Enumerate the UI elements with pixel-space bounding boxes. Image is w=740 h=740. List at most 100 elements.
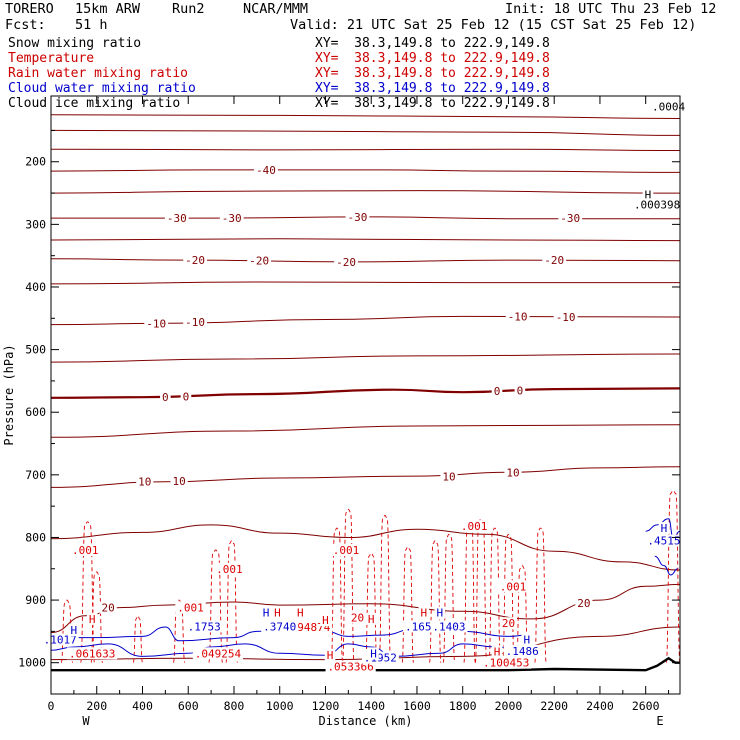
rain-label-bg xyxy=(348,611,367,624)
rain-label-bg xyxy=(497,580,529,593)
cloud-water-label-bg xyxy=(521,633,533,646)
temperature-label: -30 xyxy=(348,211,368,224)
temperature-label-bg xyxy=(99,601,117,614)
isotherm-line xyxy=(50,148,681,151)
legend-cloud-ice: Cloud ice mixing ratio xyxy=(8,96,181,111)
rain-label: H xyxy=(327,649,334,662)
isotherm-line xyxy=(50,129,681,136)
y-tick-label: 900 xyxy=(25,593,46,607)
rain-contour xyxy=(208,549,223,664)
x-tick-label: 800 xyxy=(224,699,245,713)
temperature-label: 20 xyxy=(577,597,590,610)
temperature-label-bg xyxy=(180,390,192,403)
isotherm-line xyxy=(50,114,681,119)
legend-rain-xy: XY= 38.3,149.8 to 222.9,149.8 xyxy=(315,66,550,81)
temperature-label: 0 xyxy=(162,391,169,404)
cloud-water-label: .1017 xyxy=(44,634,77,647)
x-tick-label: 2400 xyxy=(586,699,614,713)
west-label: W xyxy=(82,714,90,728)
temperature-label-bg xyxy=(170,475,188,488)
rain-contour xyxy=(80,521,95,664)
x-tick-label: 1000 xyxy=(266,699,294,713)
rain-label: .061633 xyxy=(69,647,115,660)
legend-temperature: Temperature xyxy=(8,51,95,66)
x-axis-title: Distance (km) xyxy=(319,714,413,728)
y-tick-label: 400 xyxy=(25,280,46,294)
y-tick-label: 300 xyxy=(25,217,46,231)
legend-cloud-ice-xy: XY= 38.3,149.8 to 222.9,149.8 xyxy=(315,96,550,111)
x-tick-label: 1800 xyxy=(449,699,477,713)
temperature-label-bg xyxy=(553,311,578,324)
rain-label-bg xyxy=(499,617,518,630)
rain-label-bg xyxy=(67,647,118,660)
rain-label: .100453 xyxy=(483,657,529,670)
rain-label-bg xyxy=(175,601,206,614)
legend-snow-xy: XY= 38.3,149.8 to 222.9,149.8 xyxy=(315,36,550,51)
cloud-water-label-bg xyxy=(261,620,299,633)
rain-label-bg xyxy=(491,645,503,658)
temperature-label-bg xyxy=(514,384,526,397)
rain-contour xyxy=(665,490,681,664)
temperature-label-bg xyxy=(505,310,530,323)
y-tick-label: 800 xyxy=(25,530,46,544)
temperature-label: -10 xyxy=(185,316,205,329)
x-tick-label: 2000 xyxy=(495,699,523,713)
cloud-water-label-bg xyxy=(503,644,541,657)
rain-label: .001 xyxy=(216,563,243,576)
rain-label: .001 xyxy=(177,602,204,615)
temperature-label-bg xyxy=(164,212,189,225)
rain-label: .001 xyxy=(72,544,99,557)
rain-label-bg xyxy=(330,543,362,556)
temperature-label-bg xyxy=(440,470,458,483)
isotherm-line xyxy=(50,387,681,399)
temperature-contours xyxy=(50,114,681,661)
x-tick-label: 1200 xyxy=(312,699,340,713)
cloud-water-contour xyxy=(654,555,678,576)
ground-profile xyxy=(51,656,680,672)
snow-ice-label: .0004 xyxy=(652,101,685,114)
init-time: Init: 18 UTC Thu 23 Feb 12 xyxy=(505,1,717,17)
cloud-water-label: H xyxy=(370,647,377,660)
temperature-label: 10 xyxy=(442,471,455,484)
x-tick-label: 200 xyxy=(86,699,107,713)
rain-label: H xyxy=(297,607,304,620)
cloud-water-label: H xyxy=(523,634,530,647)
rain-label-bg xyxy=(481,656,532,669)
valid-time: Valid: 21 UTC Sat 25 Feb 12 (15 CST Sat … xyxy=(290,17,697,33)
cloud-water-label: H xyxy=(263,607,270,620)
cloud-water-label-bg xyxy=(368,647,379,660)
temperature-label-bg xyxy=(491,384,503,397)
rain-contour xyxy=(516,565,529,664)
temperature-label: -40 xyxy=(256,164,276,177)
rain-label-bg xyxy=(365,612,377,625)
temperature-label: 20 xyxy=(102,602,115,615)
east-label: E xyxy=(656,714,663,728)
rain-label: 20 xyxy=(351,612,364,625)
rain-label-bg xyxy=(324,649,336,662)
terrain-line xyxy=(51,656,680,672)
rain-label-bg xyxy=(192,647,244,660)
forecast-hour: 51 h xyxy=(75,17,108,33)
cloud-water-label-bg xyxy=(434,606,446,619)
snow-ice-label: H xyxy=(645,188,652,201)
rain-label-bg xyxy=(295,606,306,619)
temperature-label-bg xyxy=(345,210,370,223)
legend-rain: Rain water mixing ratio xyxy=(8,66,189,81)
temperature-label: -20 xyxy=(249,255,269,268)
center-label: NCAR/MMM xyxy=(243,1,309,17)
temperature-label-bg xyxy=(136,475,154,488)
rain-label: .053366 xyxy=(327,660,373,673)
plot-frame xyxy=(50,95,681,695)
y-tick-label: 1000 xyxy=(18,656,46,670)
rain-label: .001 xyxy=(500,580,527,593)
cloud-water-label-bg xyxy=(430,620,468,633)
rain-label: H xyxy=(421,607,428,620)
x-tick-label: 2200 xyxy=(540,699,568,713)
rain-contour xyxy=(60,599,74,664)
isotherm-line xyxy=(50,281,680,285)
temperature-label: 0 xyxy=(183,391,190,404)
contour-labels: -40 -30 -30 -30 -30 -20 -20 -20 -20 -10 -10 -10 -10 0… xyxy=(41,100,688,673)
rain-label: .001 xyxy=(333,544,360,557)
x-tick-label: 0 xyxy=(48,699,55,713)
